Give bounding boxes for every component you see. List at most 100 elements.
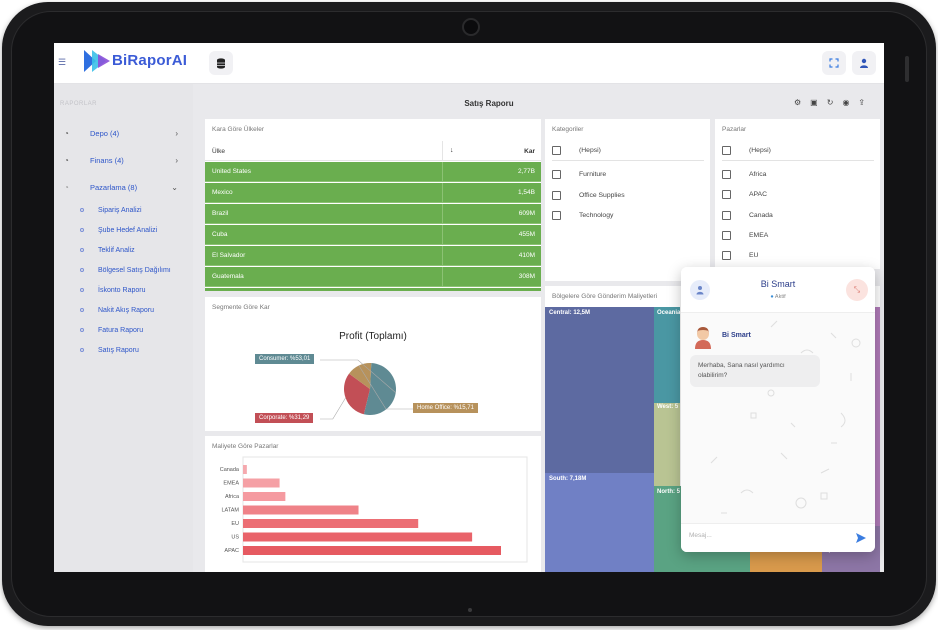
- database-button[interactable]: [209, 51, 233, 75]
- bar[interactable]: [243, 505, 359, 515]
- checkbox[interactable]: [722, 189, 731, 199]
- table-row[interactable]: Brazil 609M: [205, 204, 541, 224]
- sidebar-item-fatura-raporu[interactable]: Fatura Raporu: [80, 324, 143, 336]
- sidebar-group-label: Pazarlama (8): [90, 182, 138, 192]
- checkbox[interactable]: [722, 169, 731, 179]
- top-bar: ☰ BiRaporAI: [54, 43, 884, 84]
- table-row[interactable]: Guatemala 308M: [205, 267, 541, 287]
- sidebar-item-siparis-analizi[interactable]: Sipariş Analizi: [80, 204, 142, 216]
- category-item[interactable]: Office Supplies: [552, 185, 625, 205]
- treemap-label-oceania: Oceania: [657, 310, 681, 316]
- refresh-icon[interactable]: ↻: [826, 98, 834, 107]
- pie-slice[interactable]: [344, 373, 370, 415]
- pie-slice[interactable]: [363, 363, 396, 415]
- checkbox[interactable]: [552, 210, 561, 220]
- logo-icon: [84, 50, 110, 72]
- sidebar-item-bolgesel-satis[interactable]: Bölgesel Satış Dağılımı: [80, 264, 171, 276]
- sidebar-item-sube-hedef-analizi[interactable]: Şube Hedef Analizi: [80, 224, 157, 236]
- sidebar-item-teklif-analiz[interactable]: Teklif Analiz: [80, 244, 135, 256]
- bar[interactable]: [243, 532, 473, 542]
- market-item[interactable]: Africa: [722, 164, 766, 184]
- bullet-icon: [80, 288, 84, 292]
- checkbox[interactable]: [722, 250, 731, 260]
- market-item[interactable]: EMEA: [722, 225, 768, 245]
- bar-category-label: US: [231, 535, 239, 541]
- card-title: Segmente Göre Kar: [212, 304, 270, 311]
- table-row[interactable]: United States 2,77B: [205, 162, 541, 182]
- checkbox[interactable]: [722, 230, 731, 240]
- column-header-profit[interactable]: Kar: [524, 148, 535, 155]
- share-icon[interactable]: ⇪: [858, 98, 866, 107]
- chevron-right-icon: ›: [175, 155, 178, 165]
- table-cell: United States: [212, 168, 252, 175]
- chat-bubble: Merhaba, Sana nasıl yardımcı olabilirim?: [690, 355, 820, 387]
- settings-icon[interactable]: ⚙: [794, 98, 802, 107]
- user-button[interactable]: [852, 51, 876, 75]
- segment-profit-card: Segmente Göre Kar Profit (Toplamı) Consu…: [205, 297, 541, 431]
- bar-category-label: EU: [231, 521, 239, 527]
- table-cell: Mexico: [212, 189, 233, 196]
- bar-category-label: LATAM: [221, 508, 239, 514]
- sort-down-icon[interactable]: ↓: [450, 147, 454, 154]
- bar[interactable]: [243, 465, 247, 474]
- pie-chart: [320, 359, 413, 420]
- sidebar-group-pazarlama[interactable]: ◔ Pazarlama (8) ⌄: [64, 180, 184, 194]
- calendar-icon[interactable]: ▣: [810, 98, 818, 107]
- bar[interactable]: [243, 492, 286, 501]
- table-cell: 308M: [518, 273, 535, 280]
- country-profit-card: Kara Göre Ülkeler Ülke ↓ Kar United Stat…: [205, 119, 541, 291]
- market-item[interactable]: Canada: [722, 205, 773, 225]
- treemap-cell-oceania[interactable]: [654, 307, 680, 403]
- list-item-label: EU: [749, 251, 759, 259]
- category-item[interactable]: Technology: [552, 205, 613, 225]
- bar[interactable]: [243, 519, 419, 528]
- palette-icon[interactable]: ◉: [842, 98, 850, 107]
- list-item-label: APAC: [749, 190, 768, 198]
- chat-title: Bi Smart: [760, 279, 796, 289]
- table-cell: 410M: [518, 252, 535, 259]
- table-row[interactable]: Cuba 455M: [205, 225, 541, 245]
- checkbox[interactable]: [552, 146, 561, 155]
- bar[interactable]: [243, 478, 280, 488]
- categories-filter-card: Kategoriler (Hepsi) Furniture Office Sup…: [545, 119, 710, 281]
- pie-slice[interactable]: [349, 363, 372, 389]
- column-header-country[interactable]: Ülke: [212, 148, 226, 155]
- bar[interactable]: [243, 546, 501, 555]
- sidebar-item-nakit-akis[interactable]: Nakit Akış Raporu: [80, 304, 154, 316]
- market-item-all[interactable]: (Hepsi): [722, 141, 874, 161]
- send-icon[interactable]: [855, 532, 867, 544]
- side-button: [905, 56, 909, 82]
- sidebar-item-label: Bölgesel Satış Dağılımı: [98, 266, 171, 274]
- treemap-cell-south[interactable]: [545, 473, 654, 572]
- pie-leader-line: [320, 359, 396, 393]
- card-title: Maliyete Göre Pazarlar: [212, 443, 279, 450]
- sidebar-group-finans[interactable]: ◔ Finans (4) ›: [64, 153, 184, 167]
- table-row[interactable]: Mexico 1,54B: [205, 183, 541, 203]
- market-item[interactable]: EU: [722, 245, 758, 265]
- treemap-cell-central[interactable]: [545, 307, 654, 473]
- checkbox[interactable]: [552, 190, 561, 200]
- fullscreen-icon: [829, 58, 839, 68]
- category-item-all[interactable]: (Hepsi): [552, 141, 704, 161]
- pie-label-home-office: Home Office: %15,71: [413, 403, 478, 413]
- sidebar-item-iskonto-raporu[interactable]: İskonto Raporu: [80, 284, 145, 296]
- table-row[interactable]: El Salvador 410M: [205, 246, 541, 266]
- markets-filter-card: Pazarlar (Hepsi) Africa APAC Canada EMEA…: [715, 119, 880, 269]
- menu-toggle-icon[interactable]: ☰: [58, 57, 67, 67]
- checkbox[interactable]: [722, 146, 731, 155]
- fullscreen-button[interactable]: [822, 51, 846, 75]
- category-item[interactable]: Furniture: [552, 164, 606, 184]
- treemap-cell-west[interactable]: [654, 403, 680, 486]
- message-input[interactable]: [689, 532, 839, 539]
- minimize-icon[interactable]: ⤡: [846, 279, 868, 301]
- checkbox[interactable]: [552, 169, 561, 179]
- sidebar-group-depo[interactable]: ◔ Depo (4) ›: [64, 126, 184, 140]
- bar-category-label: Africa: [225, 494, 240, 500]
- checkbox[interactable]: [722, 210, 731, 220]
- list-item-label: Canada: [749, 211, 773, 219]
- market-item[interactable]: APAC: [722, 184, 767, 204]
- chat-status: ● Aktif: [681, 294, 875, 300]
- treemap-cell[interactable]: [875, 307, 880, 526]
- card-title: Kara Göre Ülkeler: [212, 126, 265, 133]
- sidebar-item-satis-raporu[interactable]: Satış Raporu: [80, 344, 139, 356]
